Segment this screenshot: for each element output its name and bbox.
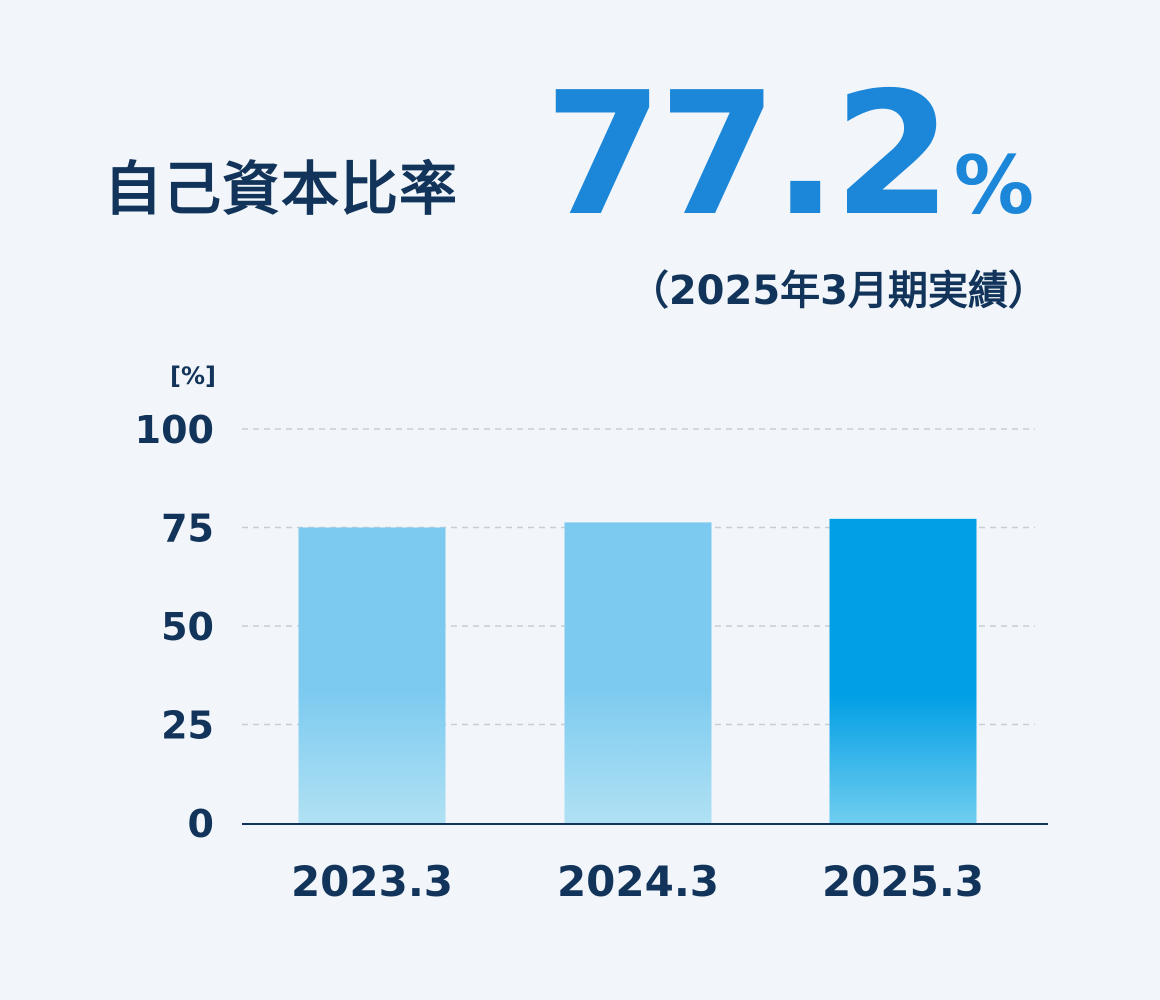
bar-2024-3 [564,522,712,823]
bar-2023-3 [298,527,446,823]
headline-number: 77.2 [544,56,951,254]
period-note: （2025年3月期実績） [628,268,1048,314]
x-tick-label: 2023.3 [291,857,453,906]
y-tick-label: 75 [161,507,214,551]
y-tick-label: 100 [135,408,214,452]
headline-unit: % [953,139,1034,232]
y-tick-label: 25 [161,704,214,748]
y-tick-label: 50 [161,605,214,649]
x-tick-label: 2025.3 [822,857,984,906]
chart-title: 自己資本比率 [104,155,459,223]
y-axis-ticks: 0 25 50 75 100 [135,408,214,846]
bars [298,518,977,823]
headline-value: 77.2% [544,70,1034,240]
x-tick-label: 2024.3 [557,857,719,906]
bar-2025-3 [829,518,977,823]
x-axis-ticks: 2023.3 2024.3 2025.3 [291,857,984,906]
y-axis-unit-label: [%] [170,362,216,390]
y-tick-label: 0 [188,802,214,846]
